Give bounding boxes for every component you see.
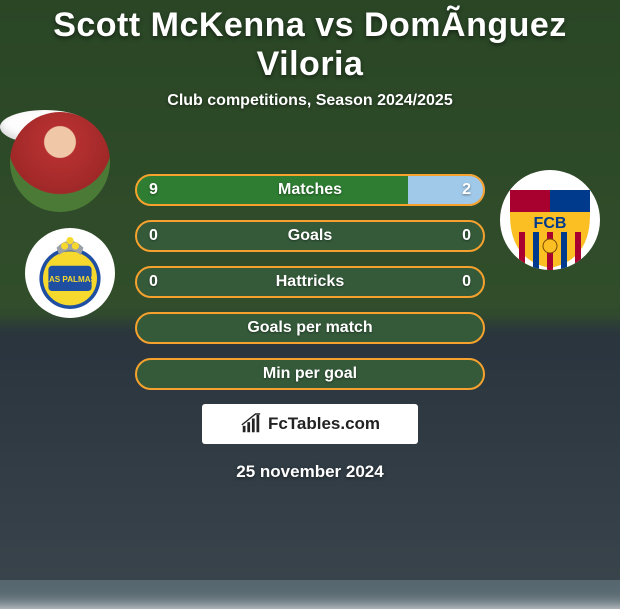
stat-value-right: 0 [462,220,471,252]
stat-label: Hattricks [135,266,485,298]
stats-list: Matches92Goals00Hattricks00Goals per mat… [135,174,485,390]
stat-value-right: 0 [462,266,471,298]
stat-label: Min per goal [135,358,485,390]
stat-row: Min per goal [135,358,485,390]
comparison-card: Scott McKenna vs DomÃ­nguez Viloria Club… [0,0,620,580]
stat-value-left: 0 [149,266,158,298]
stat-row: Goals0 0 [135,220,485,252]
stat-label: Goals [135,220,485,252]
stat-label: Goals per match [135,312,485,344]
stat-value-left: 9 [149,174,158,206]
stat-row: Hattricks0 0 [135,266,485,298]
comparison-subtitle: Club competitions, Season 2024/2025 [0,92,620,110]
stat-row: Matches9 2 [135,174,485,206]
watermark-badge: FcTables.com [202,404,418,444]
stat-row: Goals per match [135,312,485,344]
date-label: 25 november 2024 [0,462,620,482]
chart-icon [240,413,262,435]
stat-value-right: 2 [462,174,471,206]
stat-label: Matches [135,174,485,206]
stat-value-left: 0 [149,220,158,252]
comparison-title: Scott McKenna vs DomÃ­nguez Viloria [0,0,620,84]
watermark-text: FcTables.com [268,414,380,434]
